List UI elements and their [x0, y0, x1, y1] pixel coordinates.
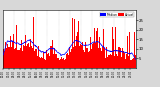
- Legend: Median, Actual: Median, Actual: [100, 12, 134, 17]
